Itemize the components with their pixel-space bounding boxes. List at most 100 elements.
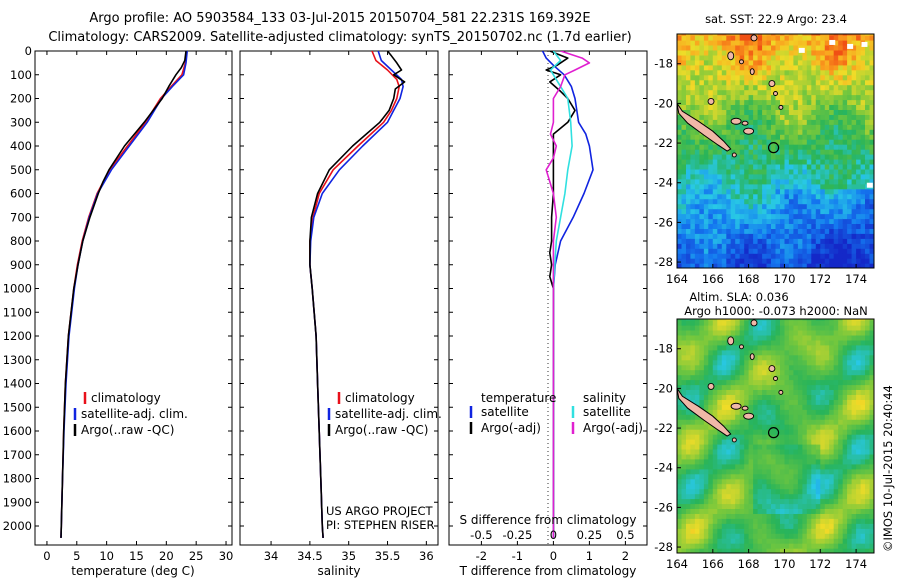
- heat-cell: [869, 409, 874, 415]
- heat-cell: [788, 178, 794, 185]
- heat-cell: [748, 463, 754, 470]
- heat-cell: [851, 44, 857, 51]
- heat-cell: [860, 394, 866, 400]
- heat-cell: [744, 34, 750, 36]
- heat-cell: [744, 528, 750, 534]
- heat-cell: [762, 158, 768, 165]
- heat-cell: [712, 404, 718, 410]
- heat-cell: [748, 213, 754, 220]
- heat-cell: [838, 228, 844, 234]
- heat-cell: [690, 79, 696, 86]
- heat-cell: [694, 129, 700, 135]
- heat-cell: [833, 319, 839, 321]
- heat-cell: [838, 364, 844, 371]
- map-lon-label: 172: [809, 272, 831, 286]
- heat-cell: [784, 163, 790, 170]
- map-lon-label: 170: [773, 557, 795, 571]
- heat-cell: [703, 158, 709, 165]
- heat-cell: [802, 439, 808, 445]
- heat-cell: [775, 528, 781, 534]
- heat-cell: [739, 503, 745, 509]
- heat-cell: [811, 473, 817, 480]
- heat-cell: [681, 168, 687, 175]
- heat-cell: [766, 154, 772, 160]
- heat-cell: [677, 49, 683, 56]
- heat-cell: [833, 233, 839, 239]
- heat-cell: [815, 144, 821, 150]
- heat-cell: [762, 49, 768, 56]
- heat-cell: [708, 139, 714, 145]
- heat-cell: [730, 429, 736, 435]
- heat-cell: [677, 374, 683, 381]
- heat-cell: [802, 329, 808, 336]
- heat-cell: [699, 424, 705, 430]
- heat-cell: [860, 409, 866, 415]
- heat-cell: [735, 349, 741, 356]
- heat-cell: [739, 168, 745, 175]
- heat-cell: [802, 193, 808, 200]
- heat-cell: [757, 503, 763, 509]
- heat-cell: [829, 49, 835, 56]
- heat-cell: [690, 424, 696, 430]
- heat-cell: [686, 424, 692, 430]
- heat-cell: [838, 384, 844, 390]
- heat-cell: [771, 59, 777, 66]
- heat-cell: [694, 94, 700, 101]
- heat-cell: [833, 394, 839, 400]
- heat-cell: [775, 99, 781, 105]
- heat-cell: [833, 324, 839, 331]
- heat-cell: [806, 218, 812, 224]
- heat-cell: [869, 334, 874, 341]
- heat-cell: [753, 183, 759, 190]
- heat-cell: [802, 188, 808, 195]
- heat-cell: [730, 458, 736, 465]
- heat-cell: [681, 409, 687, 415]
- heat-cell: [708, 379, 714, 386]
- heat-cell: [847, 548, 853, 553]
- heat-cell: [744, 339, 750, 346]
- heat-cell: [833, 404, 839, 410]
- heat-cell: [784, 99, 790, 105]
- heat-cell: [869, 404, 874, 410]
- heat-cell: [721, 533, 727, 539]
- heat-cell: [681, 258, 687, 264]
- heat-cell: [842, 518, 848, 524]
- heat-cell: [847, 359, 853, 366]
- heat-cell: [829, 483, 835, 490]
- heat-cell: [703, 528, 709, 534]
- heat-cell: [694, 379, 700, 386]
- heat-cell: [811, 144, 817, 150]
- heat-cell: [721, 59, 727, 66]
- heat-cell: [694, 434, 700, 440]
- depth-axis: 0100200300400500600700800900100011001200…: [3, 44, 232, 533]
- heat-cell: [721, 364, 727, 371]
- heat-cell: [762, 364, 768, 371]
- heat-cell: [869, 134, 874, 140]
- heat-cell: [739, 548, 745, 553]
- heat-cell: [856, 538, 862, 544]
- heat-cell: [757, 543, 763, 549]
- heat-cell: [694, 548, 700, 553]
- heat-cell: [865, 69, 871, 76]
- heat-cell: [744, 263, 750, 268]
- heat-cell: [694, 248, 700, 254]
- heat-cell: [699, 248, 705, 254]
- heat-cell: [703, 154, 709, 160]
- heat-cell: [735, 518, 741, 524]
- heat-cell: [820, 458, 826, 465]
- heat-cell: [681, 158, 687, 165]
- heat-cell: [815, 134, 821, 140]
- heat-cell: [748, 253, 754, 259]
- heat-cell: [829, 434, 835, 440]
- heat-cell: [784, 124, 790, 130]
- heat-cell: [780, 208, 786, 215]
- heat-cell: [766, 369, 772, 376]
- heat-cell: [788, 513, 794, 519]
- heat-cell: [865, 218, 871, 224]
- heat-cell: [735, 144, 741, 150]
- small-island: [730, 402, 742, 410]
- heat-cell: [708, 458, 714, 465]
- heat-cell: [802, 389, 808, 395]
- heat-cell: [757, 488, 763, 495]
- heat-cell: [717, 419, 723, 425]
